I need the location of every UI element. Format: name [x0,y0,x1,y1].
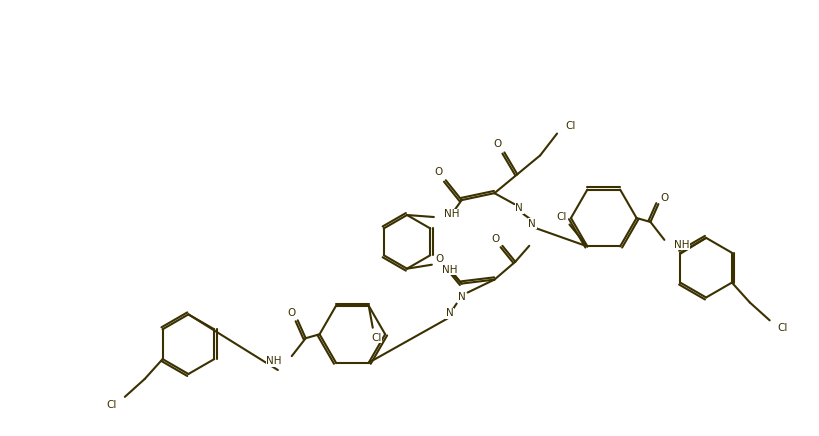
Text: Cl: Cl [555,211,566,221]
Text: NH: NH [673,240,689,250]
Text: Cl: Cl [106,400,117,410]
Text: N: N [527,219,536,229]
Text: O: O [434,167,442,177]
Text: N: N [457,293,465,303]
Text: NH: NH [443,209,459,219]
Text: O: O [287,308,296,318]
Text: O: O [491,234,499,244]
Text: N: N [446,308,453,318]
Text: O: O [659,193,667,203]
Text: Cl: Cl [371,333,382,343]
Text: N: N [515,203,523,213]
Text: NH: NH [266,356,282,366]
Text: Cl: Cl [776,323,787,333]
Text: NH: NH [441,265,457,275]
Text: O: O [435,254,443,264]
Text: Cl: Cl [564,121,575,131]
Text: O: O [493,140,501,150]
